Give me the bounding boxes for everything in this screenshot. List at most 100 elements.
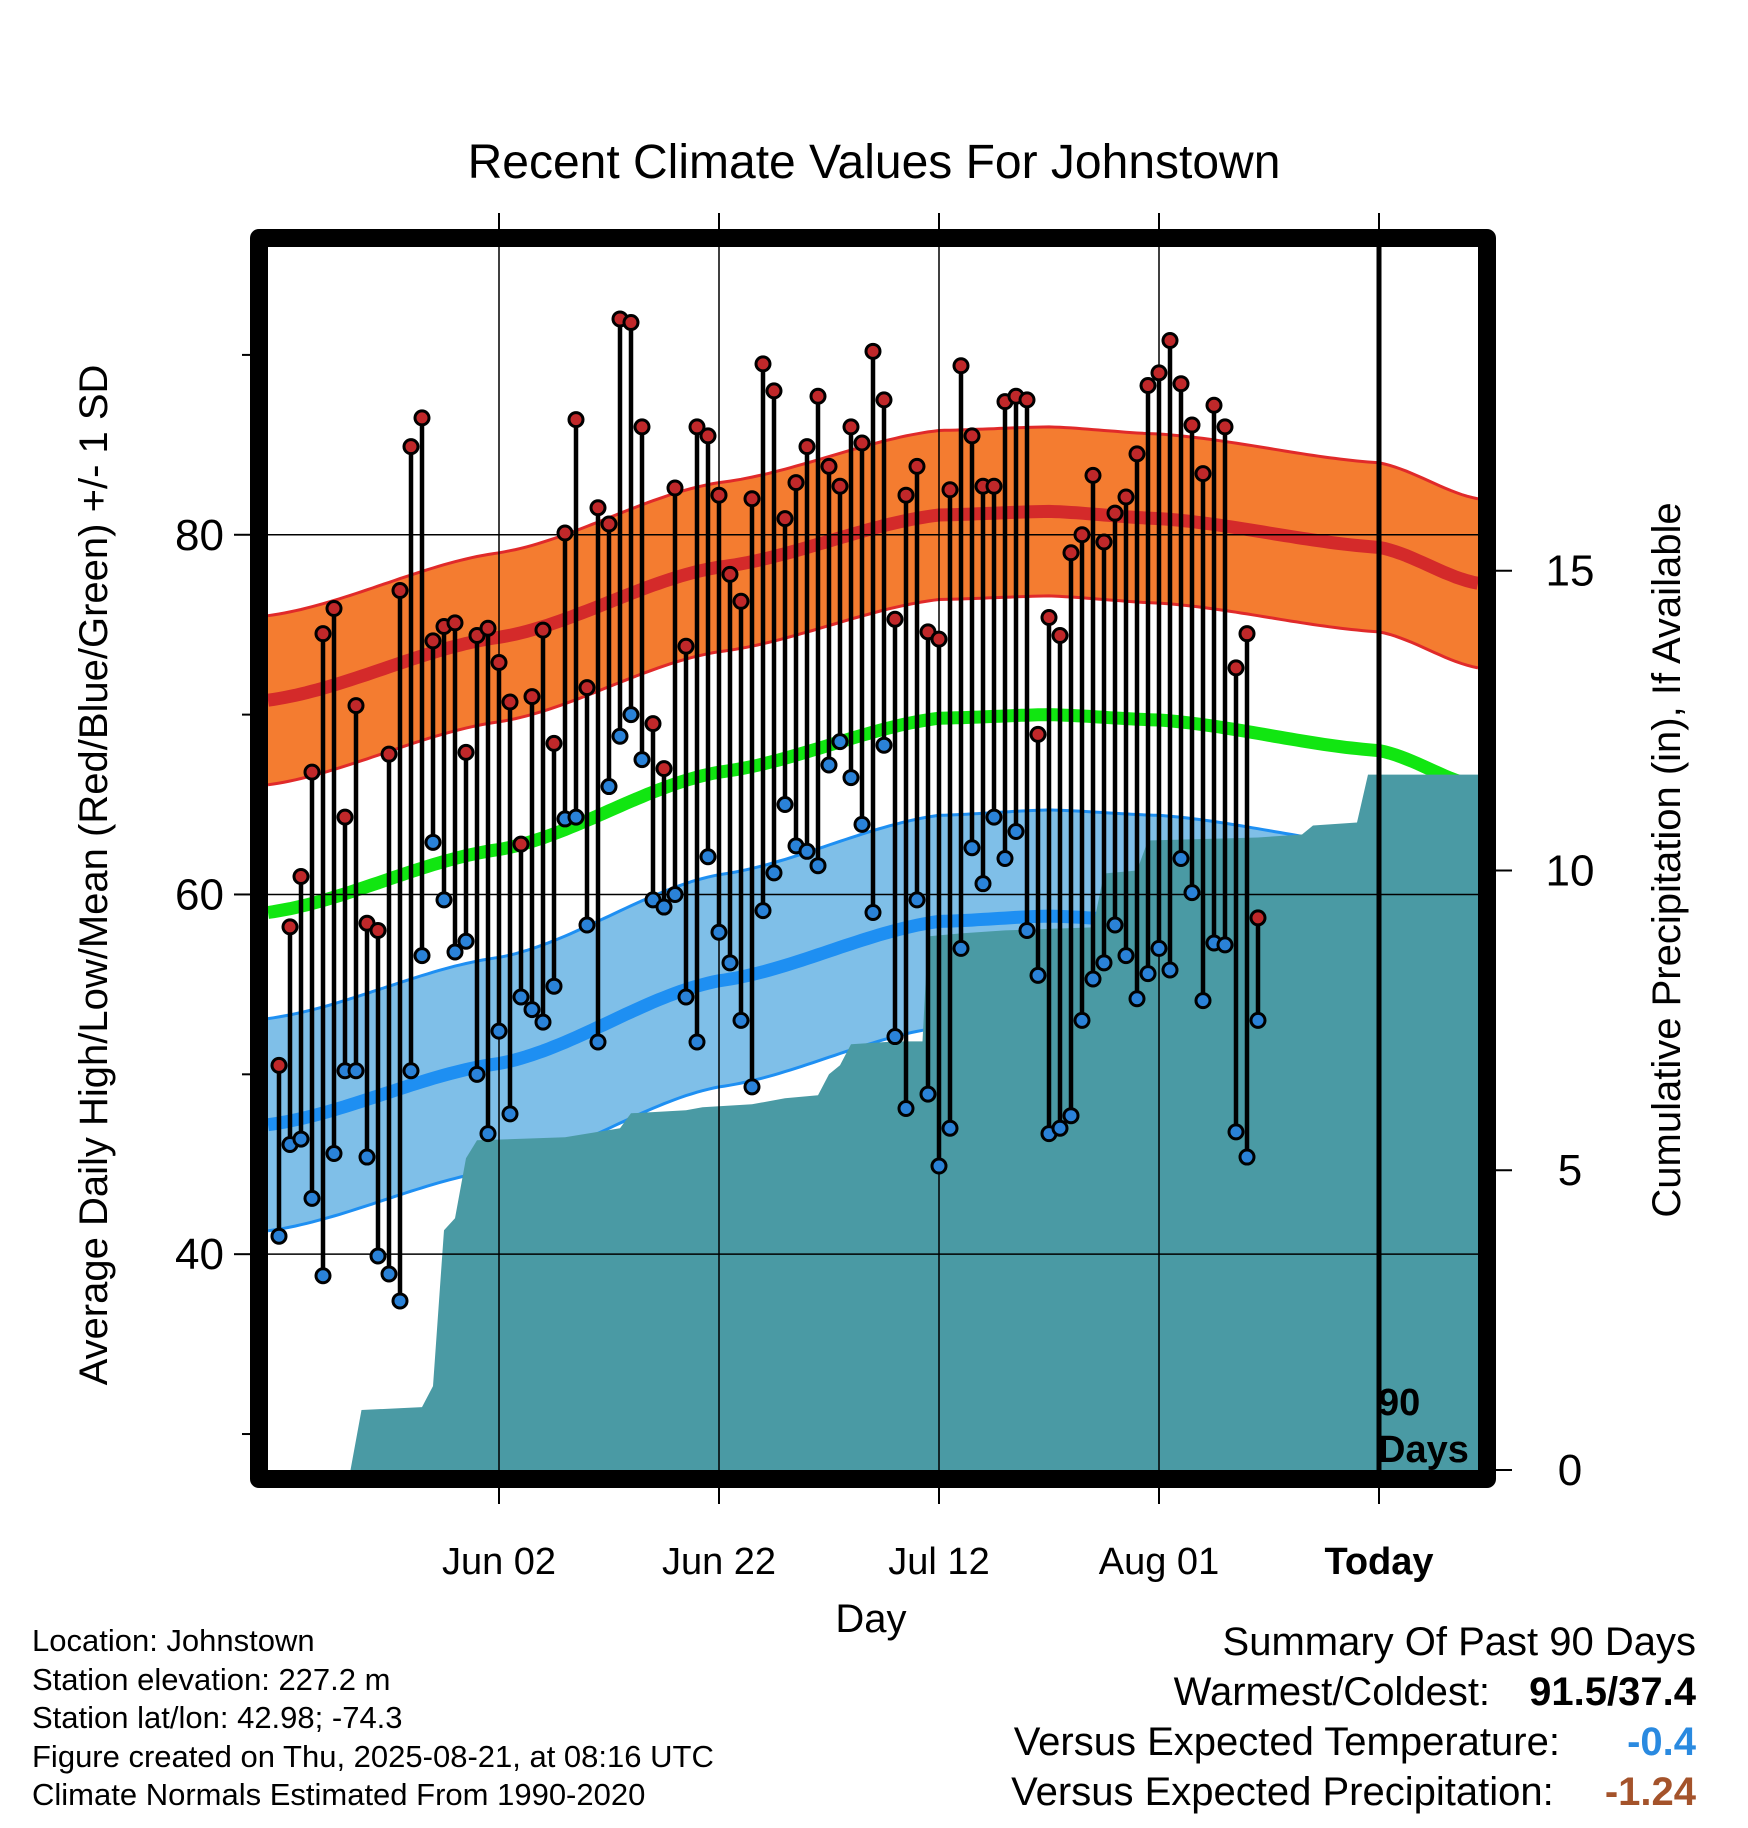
today-marker-label-days: Days [1378,1429,1469,1471]
high-temp-point [622,314,640,332]
high-temp-point [721,565,739,583]
low-temp-point [1018,921,1036,939]
high-temp-point [1150,364,1168,382]
x-tick-label-0: Jun 02 [442,1541,556,1583]
low-temp-point [1128,990,1146,1008]
y-tick-label-60: 60 [175,870,224,919]
temp-label: Versus Expected Temperature: [1013,1720,1560,1764]
high-temp-point [369,921,387,939]
high-temp-point [897,486,915,504]
latlon-text: Station lat/lon: 42.98; -74.3 [32,1700,403,1735]
low-temp-point [633,751,651,769]
y2-tick-label-0: 0 [1558,1446,1582,1495]
high-temp-point [1172,375,1190,393]
low-temp-point [963,839,981,857]
summary-title: Summary Of Past 90 Days [1222,1620,1696,1664]
low-temp-point [996,850,1014,867]
chart-title: Recent Climate Values For Johnstown [468,136,1281,189]
y2-tick-label-15: 15 [1546,547,1595,596]
low-temp-point [765,864,783,882]
elevation-text: Station elevation: 227.2 m [32,1661,391,1697]
high-temp-point [336,808,354,826]
low-temp-point [1029,966,1047,984]
low-temp-point [380,1265,398,1283]
high-temp-point [446,614,464,632]
low-temp-point [754,902,772,920]
high-temp-point [1084,466,1102,484]
low-temp-point [446,943,464,961]
low-temp-point [1194,992,1212,1010]
high-temp-point [688,418,706,436]
high-temp-point [1227,659,1245,677]
low-temp-point [490,1022,508,1040]
high-temp-point [1216,418,1234,436]
high-temp-point [347,697,365,715]
high-temp-point [391,582,409,600]
low-temp-point [776,796,794,814]
low-temp-point [413,947,431,965]
low-temp-point [1249,1011,1267,1029]
high-temp-point [402,438,420,456]
high-temp-point [710,486,728,504]
high-temp-point [853,434,871,452]
low-temp-point [941,1119,959,1137]
high-temp-point [908,457,926,475]
low-temp-point [655,898,673,916]
low-temp-point [512,988,530,1006]
high-temp-point [941,481,959,499]
low-temp-point [875,736,893,754]
high-temp-point [1106,504,1124,522]
low-temp-point [677,988,695,1006]
normals-text: Climate Normals Estimated From 1990-2020 [32,1777,646,1812]
high-temp-point [765,382,783,400]
low-temp-point [666,885,684,903]
high-temp-point [787,474,805,492]
temp-value: -0.4 [1627,1720,1696,1764]
low-temp-point [930,1157,948,1175]
y-axis-right-label: Cumulative Precipitation (in), If Availa… [1645,502,1689,1217]
warm-cold-label: Warmest/Coldest: [1173,1670,1491,1714]
low-temp-point [864,903,882,921]
high-temp-point [281,918,299,936]
high-temp-point [270,1056,288,1074]
low-temp-point [1007,823,1025,841]
low-temp-point [611,727,629,745]
high-temp-point [842,418,860,436]
high-temp-point [545,734,563,752]
high-temp-point [754,355,772,373]
summary-panel: Summary Of Past 90 Days Warmest/Coldest:… [1011,1617,1696,1817]
high-temp-point [1194,465,1212,483]
y-tick-label-40: 40 [175,1230,224,1279]
high-temp-point [776,510,794,528]
summary-precip: Versus Expected Precipitation: -1.24 [1011,1767,1696,1817]
high-temp-point [1029,725,1047,743]
station-info: Location: Johnstown Station elevation: 2… [32,1622,714,1815]
low-temp-point [435,891,453,909]
high-temp-point [1040,608,1058,626]
low-temp-point [798,842,816,860]
low-temp-point [1106,916,1124,934]
high-temp-point [1161,332,1179,350]
x-tick-label-2: Jul 12 [888,1541,989,1583]
low-temp-point [820,756,838,774]
low-temp-point [391,1292,409,1310]
low-temp-point [578,916,596,934]
y2-tick-label-5: 5 [1558,1146,1582,1195]
low-temp-point [358,1148,376,1166]
low-temp-point [325,1144,343,1162]
low-temp-point [457,932,475,950]
high-temp-point [523,688,541,706]
low-temp-point [1095,954,1113,972]
low-temp-point [1238,1148,1256,1166]
low-temp-point [974,875,992,893]
high-temp-point [380,745,398,763]
warm-cold-value: 91.5/37.4 [1529,1670,1696,1714]
low-temp-point [292,1130,310,1148]
high-temp-point [930,630,948,648]
low-temp-point [1183,884,1201,902]
low-temp-point [347,1062,365,1080]
low-temp-point [831,733,849,751]
high-temp-point [589,499,607,517]
high-temp-point [886,610,904,628]
high-temp-point [567,411,585,429]
